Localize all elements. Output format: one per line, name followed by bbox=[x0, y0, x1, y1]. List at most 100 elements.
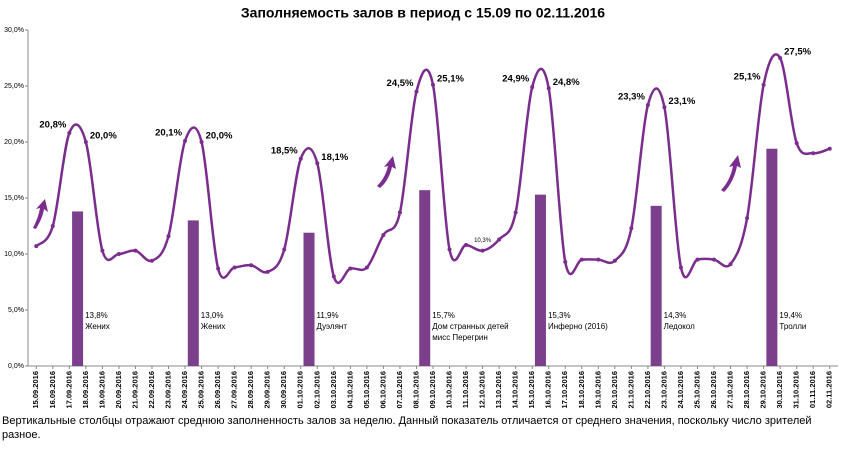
x-tick-label: 23.09.2016 bbox=[163, 371, 172, 409]
x-tick-label: 21.10.2016 bbox=[626, 371, 635, 409]
chart-title: Заполняемость залов в период с 15.09 по … bbox=[241, 5, 605, 21]
x-tick-label: 07.10.2016 bbox=[395, 371, 404, 409]
x-tick-label: 29.10.2016 bbox=[759, 371, 768, 409]
x-tick-label: 23.10.2016 bbox=[659, 371, 668, 409]
point bbox=[579, 257, 584, 262]
point bbox=[265, 269, 270, 274]
point bbox=[431, 82, 435, 87]
point bbox=[530, 85, 535, 90]
x-tick-label: 19.10.2016 bbox=[593, 371, 602, 409]
x-tick-label: 30.10.2016 bbox=[775, 371, 784, 409]
x-tick-label: 09.10.2016 bbox=[428, 371, 437, 409]
x-tick-label: 16.09.2016 bbox=[48, 371, 57, 409]
value-label: 27,5% bbox=[784, 47, 811, 58]
x-tick-label: 30.09.2016 bbox=[279, 371, 288, 409]
point bbox=[712, 257, 717, 262]
point bbox=[381, 232, 386, 237]
x-tick-label: 29.09.2016 bbox=[263, 371, 272, 409]
bar-label: Инферно (2016) bbox=[548, 322, 608, 331]
point bbox=[447, 247, 452, 252]
bar-label: мисс Перегрин bbox=[432, 333, 488, 342]
bar-value-label: 15,7% bbox=[432, 311, 455, 320]
value-label: 20,8% bbox=[39, 120, 66, 131]
point bbox=[397, 210, 402, 215]
bar-label: Ледокол bbox=[664, 322, 696, 331]
y-tick-label: 0,0% bbox=[8, 363, 24, 370]
point bbox=[695, 257, 700, 262]
x-tick-label: 17.10.2016 bbox=[560, 371, 569, 409]
point bbox=[298, 156, 303, 161]
x-tick-label: 27.10.2016 bbox=[726, 371, 735, 409]
x-tick-label: 24.10.2016 bbox=[676, 371, 685, 409]
x-tick-label: 11.10.2016 bbox=[461, 371, 470, 408]
chart: Заполняемость залов в период с 15.09 по … bbox=[4, 5, 838, 409]
point bbox=[83, 140, 88, 144]
point bbox=[728, 262, 733, 267]
point bbox=[331, 274, 336, 279]
point bbox=[827, 146, 832, 151]
point bbox=[546, 86, 551, 91]
value-label: 20,0% bbox=[90, 131, 117, 142]
y-tick-label: 25,0% bbox=[4, 83, 24, 90]
arrow-icon bbox=[377, 156, 396, 188]
point bbox=[629, 226, 634, 231]
x-tick-label: 22.09.2016 bbox=[147, 371, 156, 409]
bar-label: Дом странных детей bbox=[432, 322, 508, 331]
x-tick-label: 25.10.2016 bbox=[692, 371, 701, 409]
x-tick-label: 05.10.2016 bbox=[362, 371, 371, 409]
x-tick-label: 01.10.2016 bbox=[296, 371, 305, 409]
bar-label: Жених bbox=[201, 322, 226, 331]
point bbox=[794, 141, 799, 146]
bar bbox=[303, 232, 315, 366]
value-label: 10,3% bbox=[474, 238, 492, 244]
point bbox=[315, 161, 320, 166]
x-tick-label: 27.09.2016 bbox=[230, 371, 239, 409]
value-label: 23,3% bbox=[618, 92, 645, 103]
y-tick-label: 5,0% bbox=[8, 307, 24, 314]
x-tick-label: 20.10.2016 bbox=[610, 371, 619, 409]
x-tick-label: 28.09.2016 bbox=[246, 371, 255, 409]
value-label: 20,1% bbox=[155, 127, 182, 138]
point bbox=[348, 266, 353, 271]
arrow-icon bbox=[33, 199, 48, 229]
footnote: Вертикальные столбцы отражают среднюю за… bbox=[2, 415, 812, 441]
bar bbox=[650, 205, 662, 366]
x-tick-label: 02.10.2016 bbox=[312, 371, 321, 409]
point bbox=[34, 244, 39, 249]
line bbox=[35, 53, 831, 285]
bar bbox=[419, 190, 431, 366]
point bbox=[50, 224, 55, 228]
x-tick-label: 21.09.2016 bbox=[130, 371, 139, 409]
point bbox=[166, 234, 171, 239]
point bbox=[662, 105, 667, 110]
y-tick-label: 15,0% bbox=[4, 195, 24, 202]
x-tick-label: 08.10.2016 bbox=[411, 371, 420, 409]
point bbox=[811, 151, 816, 156]
point bbox=[133, 248, 138, 253]
point bbox=[480, 248, 485, 253]
x-tick-label: 25.09.2016 bbox=[197, 371, 206, 409]
point bbox=[216, 266, 221, 271]
x-tick-label: 28.10.2016 bbox=[742, 371, 751, 409]
x-tick-label: 26.10.2016 bbox=[709, 371, 718, 409]
point bbox=[67, 131, 72, 136]
point bbox=[596, 257, 601, 262]
point bbox=[645, 103, 650, 108]
y-tick-label: 30,0% bbox=[4, 27, 24, 34]
x-tick-label: 24.09.2016 bbox=[180, 371, 189, 409]
x-tick-label: 02.11.2016 bbox=[825, 371, 834, 408]
trend-arrows bbox=[33, 155, 741, 229]
point bbox=[183, 138, 188, 143]
value-label: 20,0% bbox=[206, 131, 233, 142]
point bbox=[100, 248, 105, 253]
point bbox=[414, 89, 419, 94]
x-tick-label: 22.10.2016 bbox=[643, 371, 652, 409]
x-tick-label: 17.09.2016 bbox=[64, 371, 73, 409]
x-tick-label: 04.10.2016 bbox=[345, 371, 354, 409]
point bbox=[464, 243, 469, 248]
x-tick-label: 06.10.2016 bbox=[378, 371, 387, 409]
point bbox=[149, 258, 154, 263]
bar-value-label: 15,3% bbox=[548, 311, 571, 320]
bar-value-label: 11,9% bbox=[317, 311, 339, 320]
